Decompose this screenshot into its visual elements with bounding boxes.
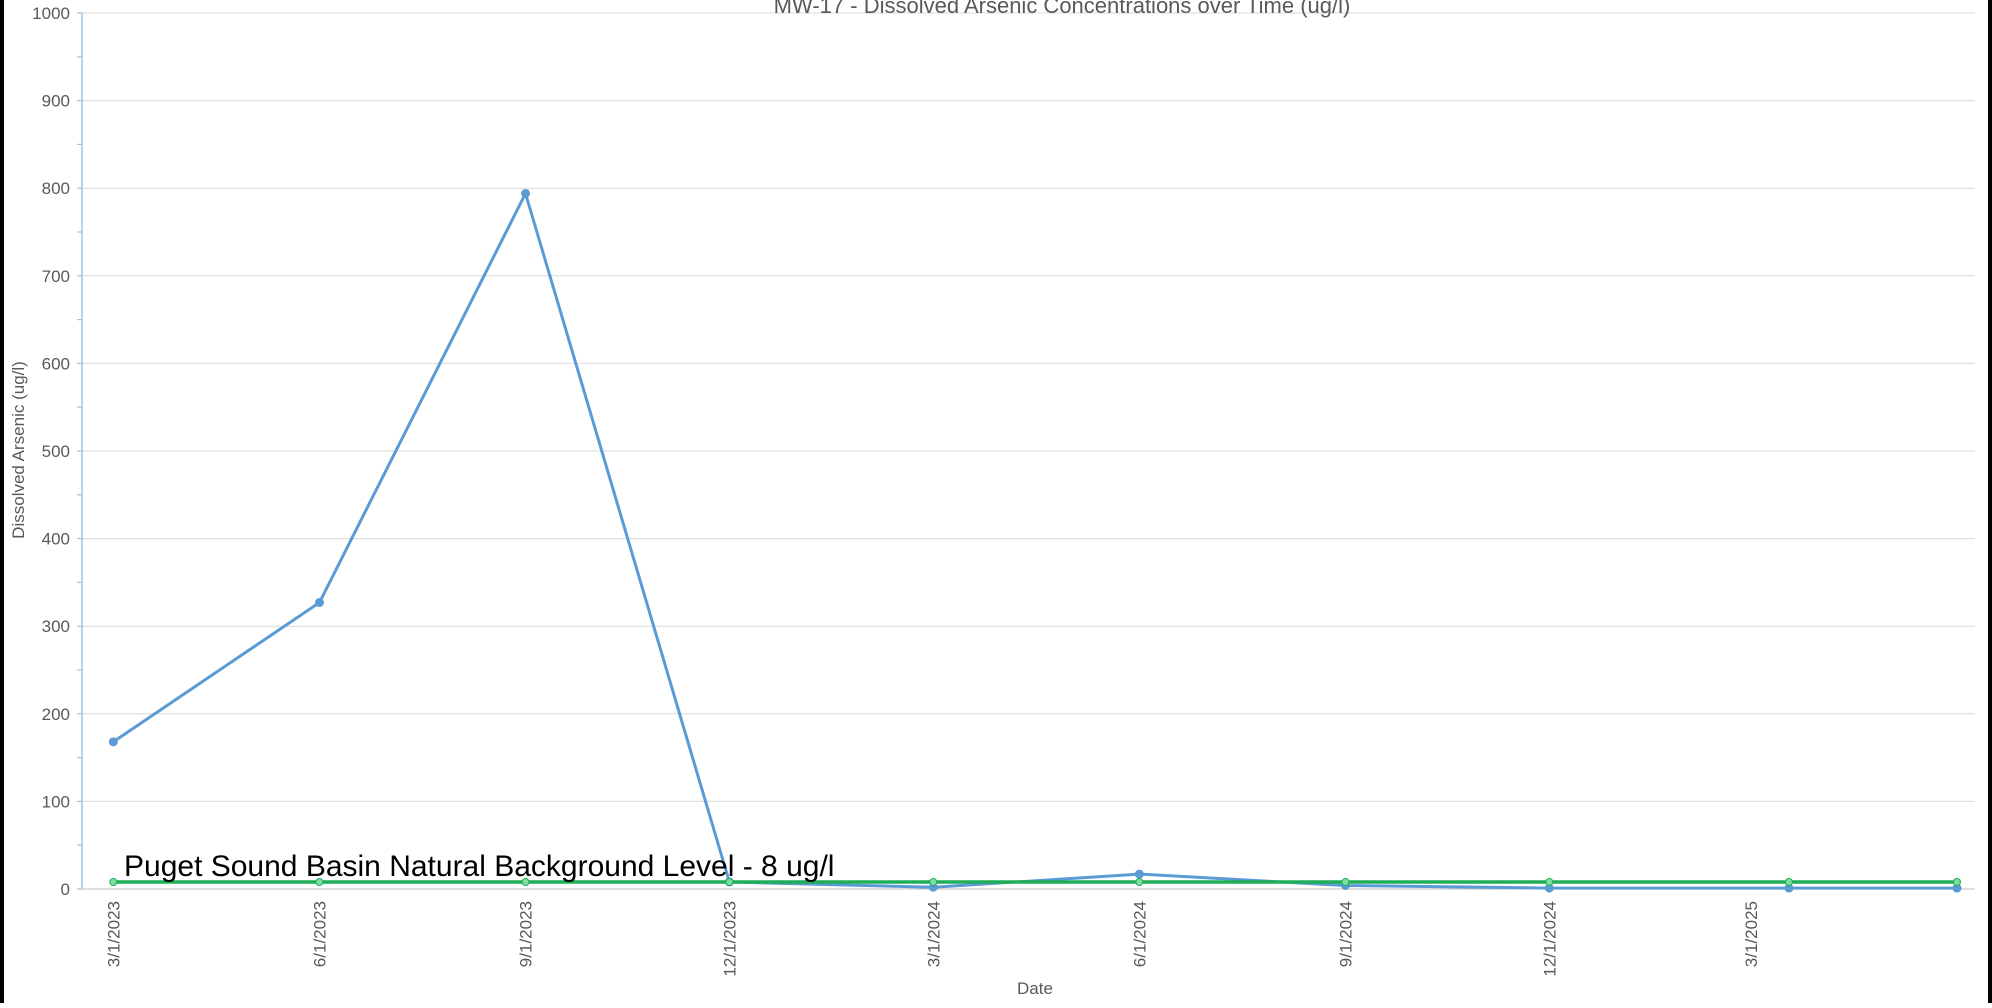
y-tick-label: 400 xyxy=(42,530,70,549)
y-tick-label: 600 xyxy=(42,354,70,373)
data-point xyxy=(1784,877,1793,886)
chart-title: MW-17 - Dissolved Arsenic Concentrations… xyxy=(774,0,1351,18)
x-tick-label: 3/1/2024 xyxy=(924,901,943,967)
y-tick-label: 300 xyxy=(42,617,70,636)
x-axis: 3/1/2023 6/1/2023 9/1/2023 12/1/2023 3/1/202… xyxy=(82,888,1975,977)
x-tick-label: 12/1/2024 xyxy=(1540,901,1559,977)
chart-svg: 0 100 200 300 400 500 600 700 800 900 1000 3/1/202… xyxy=(9,0,1975,998)
y-tick-label: 200 xyxy=(42,705,70,724)
y-axis-title: Dissolved Arsenic (ug/l) xyxy=(9,361,28,539)
data-point xyxy=(521,188,531,198)
data-point xyxy=(725,877,734,886)
y-tick-label: 1000 xyxy=(32,4,70,23)
x-tick-label: 12/1/2023 xyxy=(720,901,739,977)
y-tick-label: 100 xyxy=(42,792,70,811)
data-point xyxy=(1135,877,1144,886)
y-axis: 0 100 200 300 400 500 600 700 800 900 1000 xyxy=(32,4,83,899)
data-point xyxy=(521,877,530,886)
data-point xyxy=(1341,877,1350,886)
data-point xyxy=(1953,877,1961,886)
x-axis-title: Date xyxy=(1017,979,1053,998)
x-tick-label: 9/1/2023 xyxy=(517,901,536,967)
y-tick-label: 500 xyxy=(42,442,70,461)
x-tick-label: 6/1/2023 xyxy=(310,901,329,967)
x-tick-label: 3/1/2025 xyxy=(1742,901,1761,967)
data-point xyxy=(1134,869,1144,879)
data-point xyxy=(314,598,324,608)
x-tick-label: 9/1/2024 xyxy=(1336,901,1355,967)
background-level-annotation: Puget Sound Basin Natural Background Lev… xyxy=(124,850,834,883)
x-tick-label: 6/1/2024 xyxy=(1130,901,1149,967)
series-layer xyxy=(108,188,1962,893)
data-point xyxy=(109,877,118,886)
y-tick-label: 700 xyxy=(42,267,70,286)
data-point xyxy=(929,877,938,886)
y-tick-label: 800 xyxy=(42,179,70,198)
x-tick-label: 3/1/2023 xyxy=(104,901,123,967)
gridlines xyxy=(82,12,1975,802)
series-line-1 xyxy=(112,192,1957,890)
y-tick-label: 900 xyxy=(42,92,70,111)
data-point xyxy=(315,877,324,886)
data-point xyxy=(108,737,118,747)
y-tick-label: 0 xyxy=(61,880,70,899)
data-point xyxy=(1545,877,1554,886)
